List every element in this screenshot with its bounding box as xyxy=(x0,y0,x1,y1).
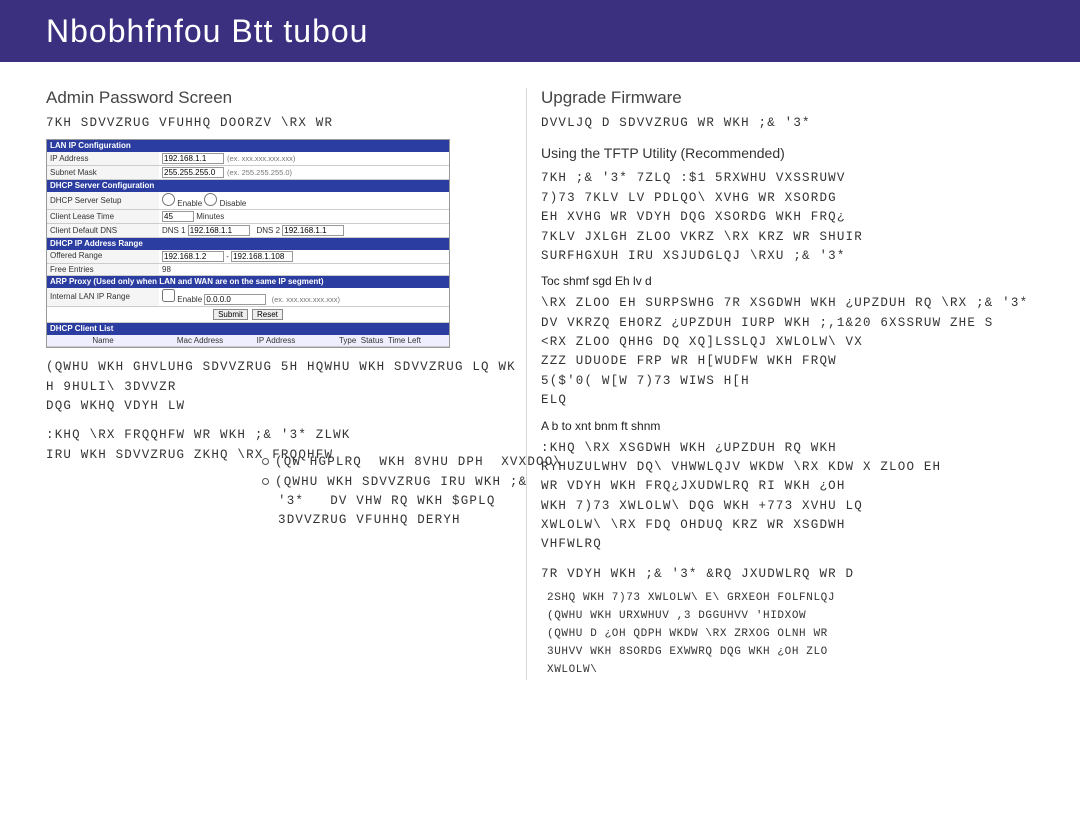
dns-label: Client Default DNS xyxy=(47,224,159,238)
right-p2: \RX ZLOO EH SURPSWHG 7R XSGDWH WKH ¿UPZD… xyxy=(541,294,1066,410)
arp-hint: (ex. xxx.xxx.xxx.xxx) xyxy=(272,295,340,304)
step-1: 2SHQ WKH 7)73 XWLOLW\ E\ GRXEOH FOLFNLQJ xyxy=(541,590,1066,607)
overlap-line-2: (QWHU WKH SDVVZRUG IRU WKH ;& xyxy=(262,473,882,492)
lease-unit: Minutes xyxy=(196,212,224,221)
setup-label: DHCP Server Setup xyxy=(47,192,159,210)
arp-enable[interactable] xyxy=(162,289,175,302)
mask-input[interactable] xyxy=(162,167,224,178)
page-header: Nbobhfnfou Btt tubou xyxy=(0,0,1080,62)
step-4: 3UHVV WKH 8SORDG EXWWRQ DQG WKH ¿OH ZLO xyxy=(541,644,1066,661)
ip-hint: (ex. xxx.xxx.xxx.xxx) xyxy=(227,154,295,163)
dns1-label: DNS 1 xyxy=(162,226,186,235)
step-3: (QWHU D ¿OH QDPH WKDW \RX ZRXOG OLNH WR xyxy=(541,626,1066,643)
lease-input[interactable] xyxy=(162,211,194,222)
setup-disable-label: Disable xyxy=(220,199,247,208)
col-mac: Mac Address xyxy=(159,335,241,347)
right-p1: 7KH ;& '3* 7ZLQ :$1 5RXWHU VXSSRUWV 7)73… xyxy=(541,169,1066,266)
cfg-sec-arp: ARP Proxy (Used only when LAN and WAN ar… xyxy=(47,276,449,288)
overlap-line-3: '3* DV VHW RQ WKH $GPLQ xyxy=(278,492,496,511)
garble-1: Toc shmf sgd Eh lv d xyxy=(541,274,1066,288)
range-from-input[interactable] xyxy=(162,251,224,262)
lease-label: Client Lease Time xyxy=(47,210,159,224)
mask-label: Subnet Mask xyxy=(47,165,159,179)
tftp-subheading: Using the TFTP Utility (Recommended) xyxy=(541,145,1066,161)
right-section-title: Upgrade Firmware xyxy=(541,88,1066,108)
overlap-line-4: 3DVVZRUG VFUHHQ DERYH xyxy=(278,511,461,530)
left-p2: (QWHU WKH GHVLUHG SDVVZRUG 5H HQWHU WKH … xyxy=(46,358,518,416)
numbered-steps: 2SHQ WKH 7)73 XWLOLW\ E\ GRXEOH FOLFNLQJ… xyxy=(541,590,1066,679)
ip-input[interactable] xyxy=(162,153,224,164)
right-intro-cont: DVVLJQ D SDVVZRUG WR WKH ;& '3* xyxy=(541,114,1066,133)
range-to-input[interactable] xyxy=(231,251,293,262)
setup-enable[interactable] xyxy=(162,193,175,206)
mask-hint: (ex. 255.255.255.0) xyxy=(227,168,292,177)
dns2-label: DNS 2 xyxy=(256,226,280,235)
ip-label: IP Address xyxy=(47,152,159,166)
arp-enable-label: Enable xyxy=(177,295,202,304)
col-time: Time Left xyxy=(388,336,421,345)
reset-button[interactable] xyxy=(252,309,283,320)
page-title: Nbobhfnfou Btt tubou xyxy=(46,13,368,50)
config-panel: LAN IP Configuration IP Address (ex. xxx… xyxy=(46,139,450,348)
col-status: Status xyxy=(361,336,384,345)
dns1-input[interactable] xyxy=(188,225,250,236)
range-label: Offered Range xyxy=(47,250,159,264)
overlap-line-1: (QW HGPLRQ WKH 8VHU DPH XVXDOO\ xyxy=(262,453,882,472)
cfg-sec-lan: LAN IP Configuration xyxy=(47,140,449,152)
content-columns: Admin Password Screen 7KH SDVVZRUG VFUHH… xyxy=(0,62,1080,680)
right-column: Upgrade Firmware DVVLJQ D SDVVZRUG WR WK… xyxy=(526,88,1066,680)
free-value: 98 xyxy=(159,263,449,276)
col-name: Name xyxy=(47,335,159,347)
arp-label: Internal LAN IP Range xyxy=(47,288,159,307)
right-p4: 7R VDYH WKH ;& '3* &RQ JXUDWLRQ WR D xyxy=(541,565,1066,584)
step-2: (QWHU WKH URXWHUV ,3 DGGUHVV 'HIDXOW xyxy=(541,608,1066,625)
submit-button[interactable] xyxy=(213,309,248,320)
dns2-input[interactable] xyxy=(282,225,344,236)
setup-disable[interactable] xyxy=(204,193,217,206)
col-type: Type xyxy=(339,336,356,345)
free-label: Free Entries xyxy=(47,263,159,276)
left-section-title: Admin Password Screen xyxy=(46,88,518,108)
cfg-sec-range: DHCP IP Address Range xyxy=(47,238,449,250)
left-column: Admin Password Screen 7KH SDVVZRUG VFUHH… xyxy=(46,88,526,680)
cfg-sec-dhcp: DHCP Server Configuration xyxy=(47,179,449,191)
garble-2: A b to xnt bnm ft shnm xyxy=(541,419,1066,433)
arp-ip-input[interactable] xyxy=(204,294,266,305)
left-intro: 7KH SDVVZRUG VFUHHQ DOORZV \RX WR xyxy=(46,114,518,133)
step-5: XWLOLW\ xyxy=(541,662,1066,679)
cfg-sec-clients: DHCP Client List xyxy=(47,322,449,334)
col-ip: IP Address xyxy=(241,335,311,347)
setup-enable-label: Enable xyxy=(177,199,202,208)
